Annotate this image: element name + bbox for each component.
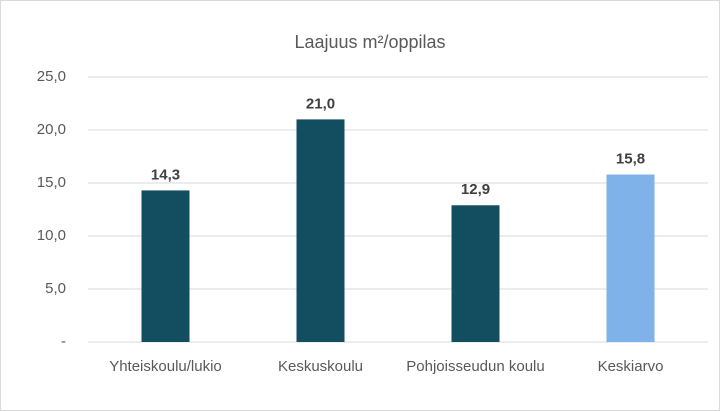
data-label: 15,8: [616, 150, 645, 167]
x-tick-label: Keskiarvo: [597, 358, 664, 375]
data-label: 12,9: [461, 181, 490, 198]
y-tick-label: 25,0: [37, 68, 66, 85]
y-tick-label: 10,0: [37, 227, 66, 244]
x-tick-label: Keskuskoulu: [277, 358, 364, 375]
bar: [296, 119, 345, 343]
data-label: 21,0: [306, 95, 335, 112]
y-tick-label: 15,0: [37, 174, 66, 191]
bar: [606, 174, 655, 342]
x-tick-label: Pohjoisseudun koulu: [406, 358, 545, 375]
x-tick-label: Yhteiskoulu/lukio: [109, 358, 222, 375]
bar: [451, 205, 500, 342]
y-tick-label: 5,0: [45, 280, 66, 297]
y-tick-label: 20,0: [37, 121, 66, 138]
y-tick-label: -: [61, 333, 66, 350]
chart-title: Laajuus m²/oppilas: [294, 32, 445, 52]
data-label: 14,3: [151, 166, 180, 183]
bar: [141, 190, 190, 342]
